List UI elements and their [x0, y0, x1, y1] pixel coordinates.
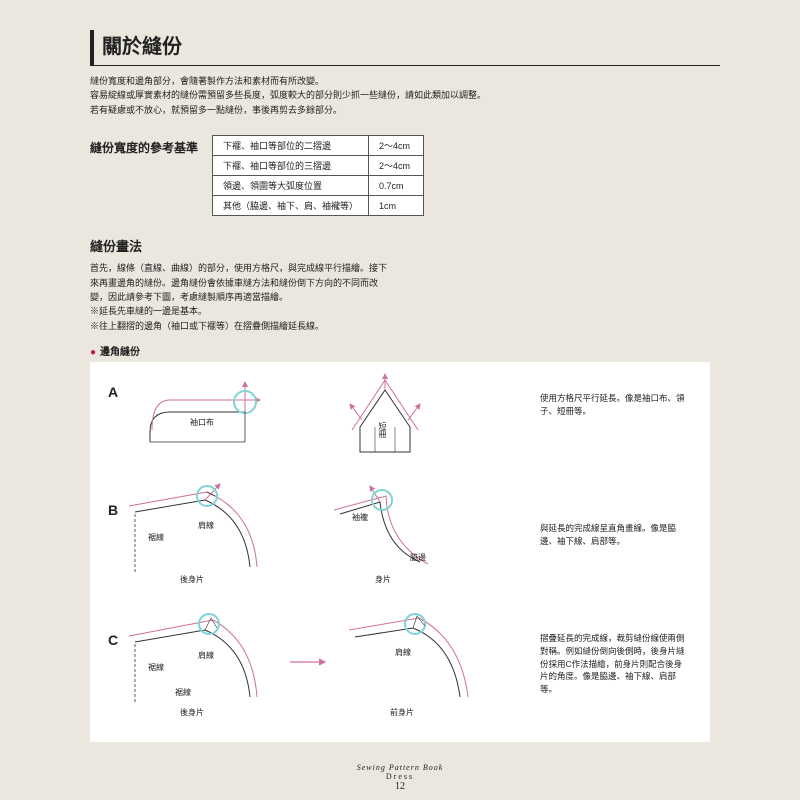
ref-value: 0.7cm — [369, 176, 424, 196]
label-front-body: 前身片 — [390, 707, 414, 718]
diagram-letter-c: C — [108, 632, 118, 648]
ref-label: 下襬、袖口等部位的三摺邊 — [213, 156, 369, 176]
intro-text: 縫份寬度和邊角部分，會隨著製作方法和素材而有所改變。 容易綻線或厚實素材的縫份需… — [90, 74, 720, 117]
label-back-body-c: 後身片 — [180, 707, 204, 718]
sub-description: 首先，線條（直線、曲線）的部分，使用方格尺，與完成線平行描繪。接下 來再畫邊角的… — [90, 261, 720, 333]
label-hem: 裾線 — [148, 532, 164, 543]
ref-label: 其他（脇邊、袖下、肩、袖襱等） — [213, 196, 369, 216]
intro-line: 容易綻線或厚實素材的縫份需預留多些長度，弧度較大的部分則少抓一些縫份，請如此類加… — [90, 88, 720, 102]
label-shoulder-c: 肩線 — [198, 650, 214, 661]
reference-table: 下襬、袖口等部位的二摺邊2～4cm 下襬、袖口等部位的三摺邊2～4cm 領邊、領… — [212, 135, 424, 216]
desc-line: ※延長先車縫的一邊是基本。 — [90, 304, 720, 318]
corner-title: 邊角縫份 — [90, 343, 720, 358]
label-side: 脇邊 — [410, 552, 426, 563]
label-body: 身片 — [375, 574, 391, 585]
footer-book: Sewing Pattern Book — [0, 763, 800, 772]
diagram-letter-b: B — [108, 502, 118, 518]
ref-label: 領邊、領圍等大弧度位置 — [213, 176, 369, 196]
page-title: 關於縫份 — [90, 30, 720, 66]
table-row: 領邊、領圍等大弧度位置0.7cm — [213, 176, 424, 196]
reference-section: 縫份寬度的參考基準 下襬、袖口等部位的二摺邊2～4cm 下襬、袖口等部位的三摺邊… — [90, 135, 720, 216]
label-shoulder-c2: 肩線 — [395, 647, 411, 658]
table-row: 下襬、袖口等部位的二摺邊2～4cm — [213, 136, 424, 156]
desc-a: 使用方格尺平行延長。像是袖口布、領子、短冊等。 — [540, 392, 690, 418]
label-hem-c: 裾線 — [148, 662, 164, 673]
desc-line: ※往上翻摺的邊角（袖口或下襬等）在摺疊側描繪延長線。 — [90, 319, 720, 333]
label-cuff: 袖口布 — [190, 417, 214, 428]
ref-value: 2～4cm — [369, 136, 424, 156]
desc-b: 與延長的完成線呈直角畫線。像是脇邊、袖下線、肩部等。 — [540, 522, 690, 548]
desc-line: 變，因此請參考下圖，考慮縫製順序再適當描繪。 — [90, 290, 720, 304]
footer-page-number: 12 — [0, 781, 800, 792]
label-booklet: 短冊 — [377, 422, 388, 438]
desc-line: 來再畫邊角的縫份。邊角縫份會依據車縫方法和縫份倒下方向的不同而改 — [90, 276, 720, 290]
ref-value: 2～4cm — [369, 156, 424, 176]
label-sleeve-hole: 袖襱 — [352, 512, 368, 523]
reference-title: 縫份寬度的參考基準 — [90, 135, 198, 156]
label-shoulder: 肩線 — [198, 520, 214, 531]
label-back-body: 後身片 — [180, 574, 204, 585]
label-hem-c2: 裾線 — [175, 687, 191, 698]
intro-line: 縫份寬度和邊角部分，會隨著製作方法和素材而有所改變。 — [90, 74, 720, 88]
intro-line: 若有疑慮或不放心，就預留多一點縫份，事後再剪去多餘部分。 — [90, 103, 720, 117]
desc-c: 摺疊延長的完成線，裁剪縫份線使兩側對稱。例如縫份倒向後側時，後身片縫份採用C作法… — [540, 632, 690, 696]
footer-dress: Dress — [0, 772, 800, 781]
page-footer: Sewing Pattern Book Dress 12 — [0, 763, 800, 792]
desc-line: 首先，線條（直線、曲線）的部分，使用方格尺，與完成線平行描繪。接下 — [90, 261, 720, 275]
table-row: 其他（脇邊、袖下、肩、袖襱等）1cm — [213, 196, 424, 216]
sub-heading: 縫份畫法 — [90, 236, 720, 255]
table-row: 下襬、袖口等部位的三摺邊2～4cm — [213, 156, 424, 176]
diagram-panel: A — [90, 362, 710, 742]
ref-label: 下襬、袖口等部位的二摺邊 — [213, 136, 369, 156]
ref-value: 1cm — [369, 196, 424, 216]
